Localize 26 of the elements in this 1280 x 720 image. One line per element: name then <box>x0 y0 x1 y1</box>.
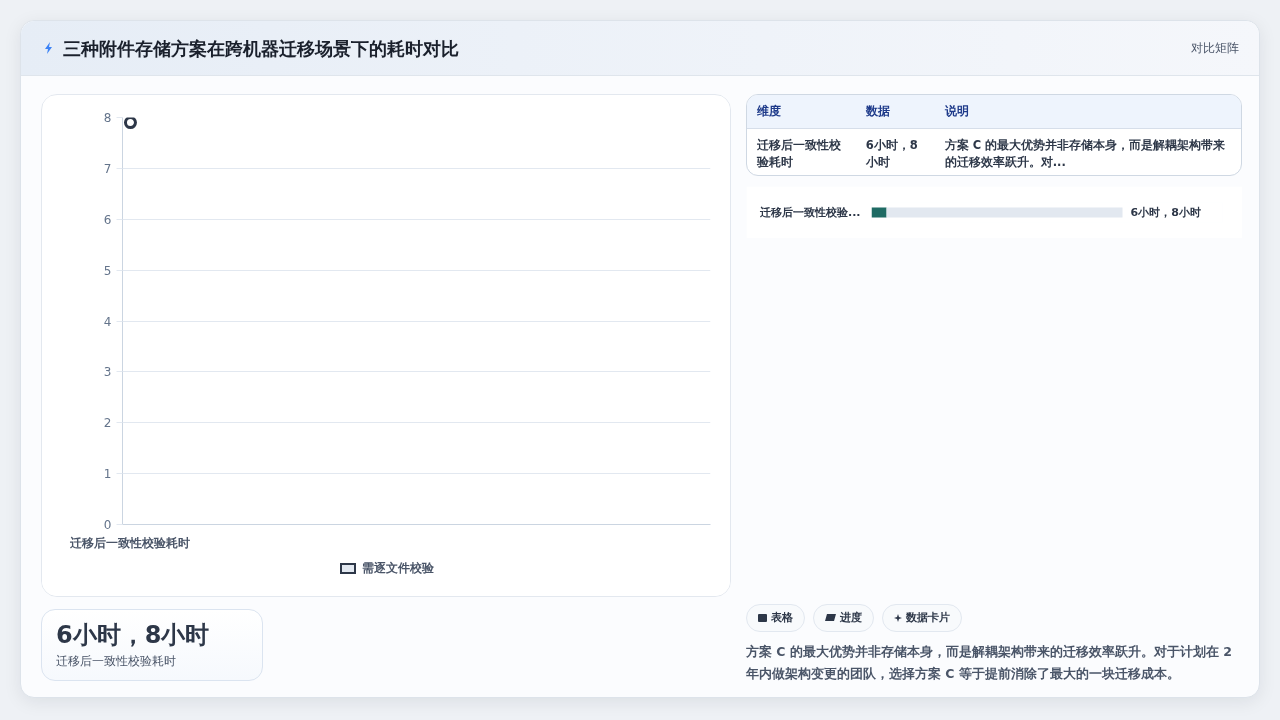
y-tick-label: 1 <box>103 467 112 482</box>
legend-label: 需逐文件校验 <box>362 560 434 578</box>
y-tick-label: 3 <box>103 365 112 380</box>
text: 方案 C 的最大优势并非存储本身，而是解耦架构带来的迁移效率跃升。对于计划在 2 年内做架构变更的团队，选择方案 C 等于提前消除了最大的一块迁移成本。 <box>746 643 1233 683</box>
text: 6小时，8小时 <box>864 137 919 171</box>
category-label: 表格 <box>771 610 793 626</box>
annotation: 6小时，8小时 <box>1130 206 1201 219</box>
text: 对比矩阵 <box>1191 39 1239 57</box>
y-tick-label: 0 <box>103 518 112 532</box>
category-label: 数据卡片 <box>906 610 950 626</box>
y-tick-label: 8 <box>103 111 112 125</box>
category-label: 维度 <box>747 95 856 129</box>
text: 三种附件存储方案在跨机器迁移场景下的耗时对比 <box>63 36 459 61</box>
y-tick-label: 7 <box>103 161 112 176</box>
y-tick-label: 4 <box>103 314 112 329</box>
y-tick-label: 5 <box>103 263 112 278</box>
y-tick-label: 2 <box>103 416 112 431</box>
category-label: 说明 <box>934 95 1241 129</box>
text: 迁移后一致性校验耗时 <box>755 137 842 171</box>
text: 方案 C 的最大优势并非存储本身，而是解耦架构带来的迁移效率跃升。对... <box>943 137 1227 171</box>
text: 迁移后一致性校验耗时 <box>56 652 177 670</box>
y-tick-label: 迁移后一致性校验... <box>758 206 861 219</box>
text: 6小时，8小时 <box>56 621 211 650</box>
y-tick-label: 6 <box>103 212 112 227</box>
category-label: 进度 <box>840 610 862 626</box>
category-label: 数据 <box>855 95 935 129</box>
